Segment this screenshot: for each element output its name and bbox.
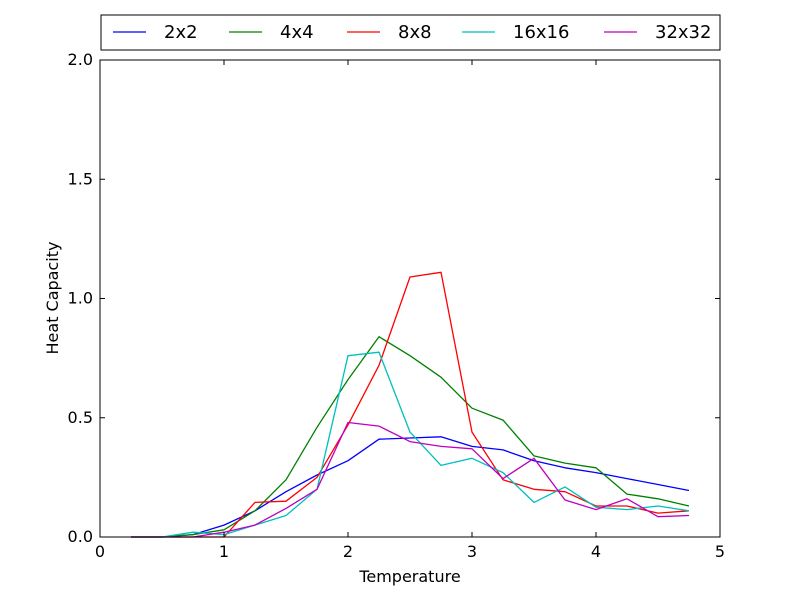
x-tick-label: 0 [95, 542, 105, 561]
x-tick-label: 2 [343, 542, 353, 561]
x-tick-label: 5 [715, 542, 725, 561]
y-tick-label: 2.0 [68, 50, 93, 69]
legend-label-8x8: 8x8 [398, 22, 432, 43]
legend-label-4x4: 4x4 [280, 22, 314, 43]
y-tick-label: 1.5 [68, 169, 93, 188]
x-tick-label: 1 [219, 542, 229, 561]
x-axis-label: Temperature [358, 567, 460, 586]
legend: 2x2 4x4 8x8 16x16 32x32 [100, 14, 721, 51]
series-line-2x2 [131, 436, 690, 538]
y-tick-label: 0.5 [68, 408, 93, 427]
y-tick-label: 1.0 [68, 289, 93, 308]
legend-entries: 2x2 4x4 8x8 16x16 32x32 [113, 22, 711, 43]
x-axis-ticks: 0 1 2 3 4 5 [95, 60, 725, 561]
legend-label-16x16: 16x16 [513, 22, 569, 43]
series-line-4x4 [131, 336, 690, 538]
y-tick-label: 0.0 [68, 527, 93, 546]
y-axis-label: Heat Capacity [43, 242, 62, 355]
legend-label-32x32: 32x32 [655, 22, 711, 43]
y-axis-ticks: 0.0 0.5 1.0 1.5 2.0 [68, 50, 720, 546]
x-tick-label: 3 [467, 542, 477, 561]
x-tick-label: 4 [591, 542, 601, 561]
legend-label-2x2: 2x2 [164, 22, 198, 43]
